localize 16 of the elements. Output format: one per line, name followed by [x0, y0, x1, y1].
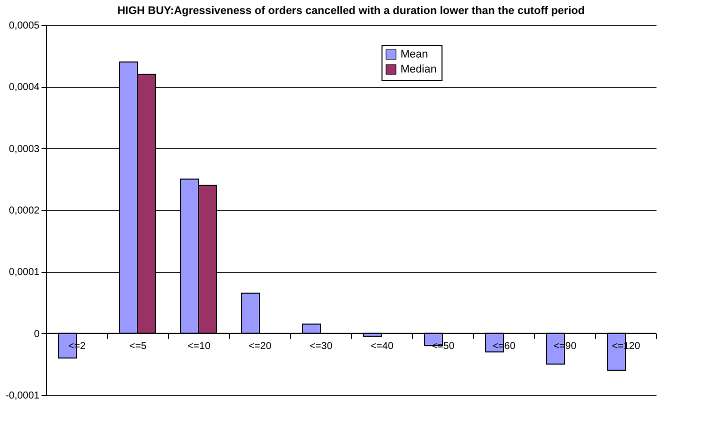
x-tick-label: <=10	[188, 340, 211, 352]
y-tick-label: 0,0003	[8, 144, 40, 155]
x-tick-label: <=40	[370, 340, 394, 352]
x-tick-label: <=20	[248, 340, 272, 352]
legend-label: Mean	[400, 48, 428, 60]
x-tick-label: <=30	[310, 340, 333, 352]
chart-title: HIGH BUY:Agressiveness of orders cancelled with a duration lower than the cutoff period	[117, 5, 585, 17]
x-tick-label: <=50	[432, 340, 455, 352]
y-tick-label: 0,0002	[8, 206, 40, 216]
y-tick-label: 0,0005	[8, 20, 40, 32]
y-tick-label: 0	[34, 328, 40, 340]
legend-label: Median	[400, 64, 437, 76]
y-tick-label: 0,0001	[8, 267, 40, 278]
y-tick-label: -0,0001	[6, 390, 40, 402]
y-tick-label: 0,0004	[8, 82, 40, 94]
x-tick-label: <=5	[129, 340, 148, 352]
